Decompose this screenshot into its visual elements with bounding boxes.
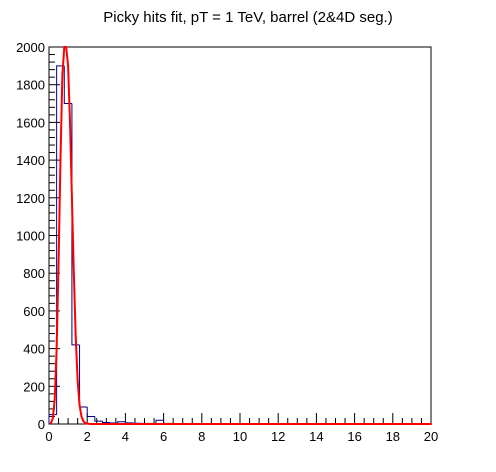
fit-curve-point xyxy=(52,417,54,420)
histogram-bin xyxy=(94,416,103,422)
y-tick-label: 1800 xyxy=(16,78,45,93)
y-axis: 0 200 400 600 800 1000 1200 1400 1600 1800 2000 xyxy=(16,40,60,432)
y-tick-label: 800 xyxy=(23,266,45,281)
fit-curve-segment xyxy=(70,196,75,275)
fit-curve-point xyxy=(86,422,88,425)
fit-curve-point xyxy=(57,262,60,265)
x-tick-label: 0 xyxy=(45,429,52,444)
fit-curve-point xyxy=(63,46,66,48)
histogram-bin xyxy=(79,344,88,408)
chart-title: Picky hits fit, pT = 1 TeV, barrel (2&4D… xyxy=(103,9,393,26)
histogram-bin xyxy=(101,421,111,423)
histogram-bin xyxy=(86,407,95,417)
fit-curve-point xyxy=(65,46,67,48)
x-tick-label: 16 xyxy=(347,429,361,444)
fit-curve-point xyxy=(76,379,79,382)
x-tick-label: 8 xyxy=(198,429,205,444)
fit-curve-segment xyxy=(67,64,72,124)
x-axis: 0 2 4 6 8 10 12 14 16 18 20 xyxy=(45,413,438,444)
y-tick-label: 1000 xyxy=(16,229,45,244)
fit-curve-segment xyxy=(76,379,81,407)
fit-curve-segment xyxy=(74,336,79,382)
fit-curve-point xyxy=(80,415,83,418)
x-tick-label: 2 xyxy=(84,429,91,444)
y-tick-label: 1400 xyxy=(16,153,45,168)
x-tick-label: 14 xyxy=(309,429,323,444)
fit-curve-point xyxy=(105,423,108,425)
histogram-bin xyxy=(117,421,126,424)
fit-curve-segment xyxy=(65,46,70,67)
fit-curve-segment xyxy=(53,347,58,401)
histogram-bin xyxy=(56,65,65,415)
fit-curve-point xyxy=(430,423,432,425)
fit-curve-point xyxy=(73,272,75,275)
x-tick-label: 10 xyxy=(233,429,247,444)
fit-curve-point xyxy=(71,197,73,199)
histogram-bin xyxy=(124,421,134,424)
y-tick-label: 1600 xyxy=(16,115,45,130)
y-tick-label: 200 xyxy=(23,379,45,394)
fit-curve-segment xyxy=(69,121,73,199)
fit-curve-point xyxy=(78,404,81,406)
x-tick-label: 20 xyxy=(424,429,438,444)
fit-curve-point xyxy=(55,347,58,350)
fit-curve-point xyxy=(53,398,56,401)
histogram-bin xyxy=(163,420,172,424)
fit-curve-point xyxy=(95,423,98,425)
y-tick-label: 400 xyxy=(23,342,45,357)
x-tick-label: 4 xyxy=(122,429,129,444)
x-tick-label: 12 xyxy=(271,429,285,444)
plot-frame xyxy=(48,46,432,425)
fit-curve-segment xyxy=(55,262,60,350)
fit-curve-segment xyxy=(59,74,64,162)
fit-curve-point xyxy=(50,422,52,424)
x-tick-label: 6 xyxy=(160,429,167,444)
fit-curve-segment xyxy=(72,272,77,339)
fit-curve-point xyxy=(61,74,64,77)
histogram-bin xyxy=(155,419,164,424)
histogram-bin xyxy=(109,422,118,424)
fit-curve-segment xyxy=(61,46,66,77)
fit-curve-point xyxy=(67,65,69,67)
series-layer xyxy=(48,46,432,425)
fit-curve-segment xyxy=(51,398,56,420)
y-tick-label: 0 xyxy=(38,417,45,432)
fit-curve-point xyxy=(84,422,87,424)
fit-curve-point xyxy=(82,420,85,422)
y-tick-label: 600 xyxy=(23,304,45,319)
fit-curve-point xyxy=(59,159,62,161)
x-tick-label: 18 xyxy=(386,429,400,444)
fit-curve-segment xyxy=(78,404,83,418)
fit-curve-point xyxy=(74,336,77,339)
fit-curve-point xyxy=(90,423,92,425)
fit-curve-point xyxy=(69,121,71,124)
y-tick-label: 1200 xyxy=(16,191,45,206)
fit-curve-segment xyxy=(57,159,62,265)
y-tick-label: 2000 xyxy=(16,40,45,55)
